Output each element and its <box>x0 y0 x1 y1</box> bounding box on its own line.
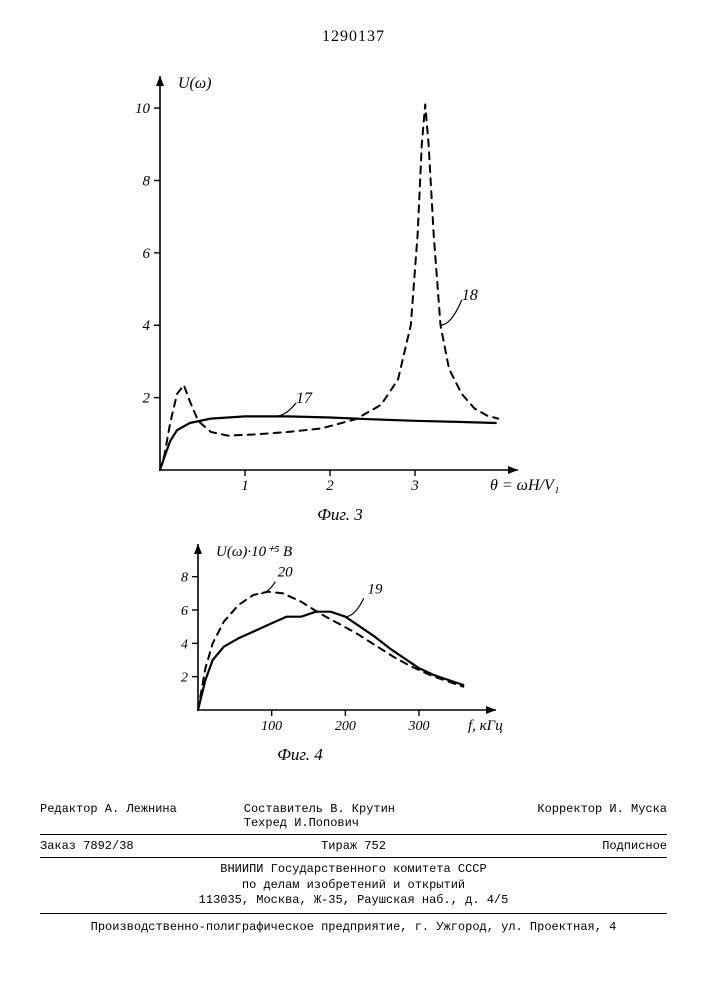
svg-text:U(ω): U(ω) <box>178 75 212 92</box>
printer: Производственно-полиграфическое предприя… <box>40 914 667 940</box>
document-number: 1290137 <box>0 28 707 46</box>
order-number: Заказ 7892/38 <box>40 839 228 853</box>
svg-text:6: 6 <box>143 246 151 262</box>
figure-4-caption: Фиг. 4 <box>150 745 450 765</box>
org-address: 113035, Москва, Ж-35, Раушская наб., д. … <box>40 893 667 909</box>
figure-3-chart: 1 2 3 2 4 6 8 10 U(ω) θ = ωH/V₁ 17 18 <box>110 60 570 500</box>
imprint-block: Редактор А. Лежнина Составитель В. Крути… <box>40 800 667 940</box>
techred: Техред И.Попович <box>244 816 463 830</box>
credits-row: Редактор А. Лежнина Составитель В. Крути… <box>40 800 667 835</box>
tirage: Тираж 752 <box>259 839 447 853</box>
subscription: Подписное <box>479 839 667 853</box>
svg-text:f, кГц: f, кГц <box>468 718 503 734</box>
corrector: Корректор И. Муска <box>479 802 667 830</box>
svg-text:3: 3 <box>410 478 419 494</box>
svg-text:300: 300 <box>408 719 430 734</box>
svg-text:8: 8 <box>143 173 151 189</box>
svg-text:100: 100 <box>261 719 282 734</box>
svg-text:4: 4 <box>143 318 151 334</box>
svg-text:10: 10 <box>135 101 151 117</box>
figure-4: 100 200 300 2 4 6 8 U(ω)·10⁺⁵ В f, кГц 19 20 Фиг. … <box>150 530 550 765</box>
svg-text:2: 2 <box>326 478 334 494</box>
organization: ВНИИПИ Государственного комитета СССР по… <box>40 858 667 914</box>
compiler: Составитель В. Крутин <box>244 802 463 816</box>
svg-text:200: 200 <box>335 719 356 734</box>
svg-text:20: 20 <box>278 565 294 581</box>
page: 1290137 1 2 3 2 4 6 8 10 U(ω) θ = ωH/V₁ 17 18 Фиг. … <box>0 0 707 1000</box>
svg-text:19: 19 <box>367 581 383 597</box>
svg-text:U(ω)·10⁺⁵ В: U(ω)·10⁺⁵ В <box>216 544 292 560</box>
svg-text:θ = ωH/V₁: θ = ωH/V₁ <box>490 477 559 494</box>
order-row: Заказ 7892/38 Тираж 752 Подписное <box>40 835 667 858</box>
svg-text:1: 1 <box>241 478 249 494</box>
figure-3: 1 2 3 2 4 6 8 10 U(ω) θ = ωH/V₁ 17 18 Фиг. 3 <box>110 60 570 525</box>
editor: Редактор А. Лежнина <box>40 802 228 830</box>
figure-3-caption: Фиг. 3 <box>110 505 570 525</box>
svg-text:17: 17 <box>296 390 313 407</box>
svg-text:2: 2 <box>143 391 151 407</box>
org-line-1: ВНИИПИ Государственного комитета СССР <box>40 862 667 878</box>
org-line-2: по делам изобретений и открытий <box>40 878 667 894</box>
svg-text:2: 2 <box>181 671 188 686</box>
svg-text:8: 8 <box>181 571 188 586</box>
svg-text:18: 18 <box>462 287 478 304</box>
figure-4-chart: 100 200 300 2 4 6 8 U(ω)·10⁺⁵ В f, кГц 19 20 <box>150 530 550 740</box>
svg-text:4: 4 <box>181 637 188 652</box>
svg-text:6: 6 <box>181 604 188 619</box>
